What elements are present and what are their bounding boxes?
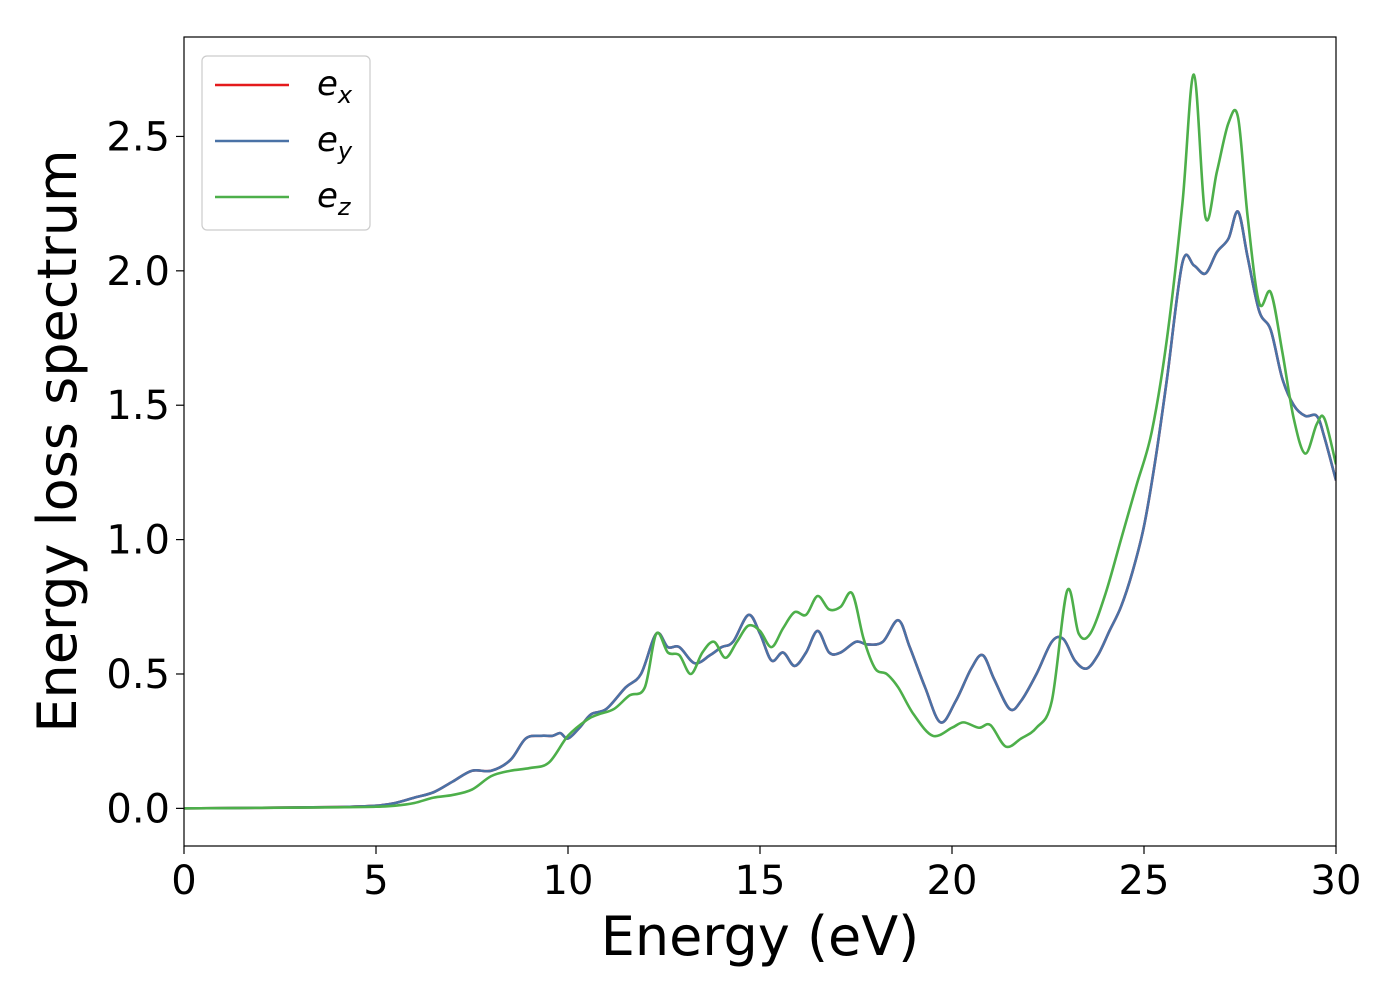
y-tick-label: 1.5 xyxy=(106,383,170,429)
y-tick-label: 2.5 xyxy=(106,114,170,160)
x-axis-ticks: 0 5 10 15 20 25 30 xyxy=(171,846,1361,904)
legend-box xyxy=(201,55,371,231)
y-tick-label: 1.0 xyxy=(106,518,170,564)
x-tick-label: 15 xyxy=(735,858,786,904)
x-tick-label: 0 xyxy=(171,858,196,904)
series-line-y xyxy=(184,210,1336,810)
x-tick-label: 10 xyxy=(543,858,594,904)
x-tick-label: 20 xyxy=(927,858,978,904)
y-axis-ticks: 0.0 0.5 1.0 1.5 2.0 2.5 xyxy=(106,114,184,832)
series-layer xyxy=(184,73,1336,810)
y-tick-label: 2.0 xyxy=(106,249,170,295)
y-tick-label: 0.5 xyxy=(106,652,170,698)
series-line-z xyxy=(184,73,1336,810)
x-tick-label: 5 xyxy=(363,858,388,904)
x-tick-label: 25 xyxy=(1119,858,1170,904)
x-axis-label: Energy (eV) xyxy=(601,905,920,968)
x-tick-label: 30 xyxy=(1311,858,1362,904)
y-tick-label: 0.0 xyxy=(106,786,170,832)
y-axis-label: Energy loss spectrum xyxy=(26,149,89,732)
